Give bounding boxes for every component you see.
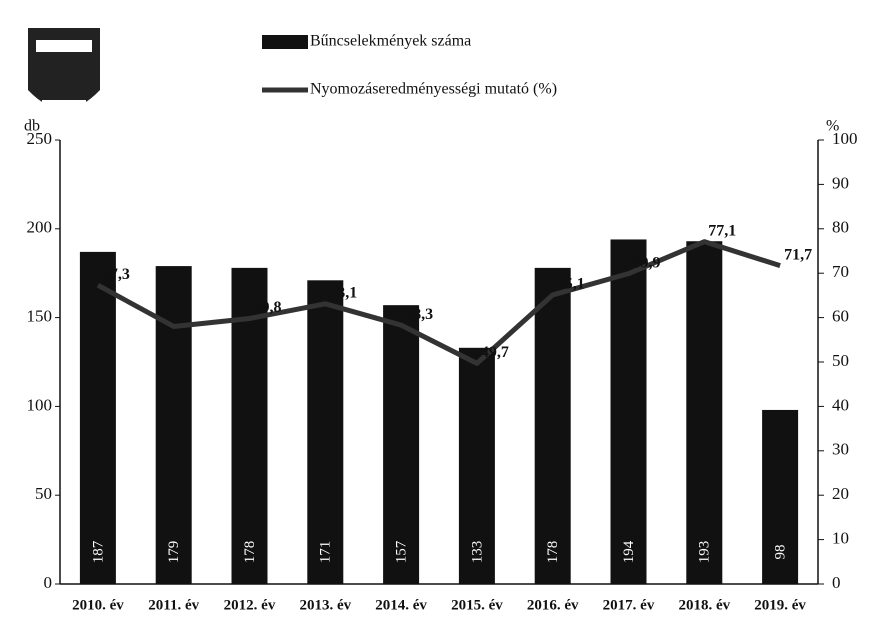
line-value-label: 59,8 xyxy=(254,299,282,316)
bar-value-label: 133 xyxy=(469,541,485,564)
x-tick-label: 2012. év xyxy=(224,597,276,613)
x-tick-label: 2014. év xyxy=(375,597,427,613)
bar xyxy=(155,266,192,584)
y2-tick-label: 40 xyxy=(832,395,849,414)
bar-value-label: 178 xyxy=(242,541,258,564)
line-value-label: 77,1 xyxy=(708,222,736,239)
bar-value-label: 178 xyxy=(545,541,561,564)
bar xyxy=(79,251,116,584)
y-tick-label: 150 xyxy=(27,307,53,326)
bar-value-label: 193 xyxy=(697,541,713,564)
bar-value-label: 194 xyxy=(621,540,637,563)
y-tick-label: 200 xyxy=(27,218,53,237)
line xyxy=(96,239,781,366)
line-value-label: 58,3 xyxy=(405,306,433,323)
line-value-label: 71,7 xyxy=(784,246,812,263)
bar xyxy=(610,239,647,584)
bar xyxy=(307,280,344,584)
y2-tick-label: 90 xyxy=(832,173,849,192)
legend-swatch-bar xyxy=(262,35,308,49)
line-value-label: 69,9 xyxy=(633,254,661,271)
y-tick-label: 100 xyxy=(27,395,53,414)
x-tick-label: 2019. év xyxy=(754,597,806,613)
y2-tick-label: 30 xyxy=(832,440,849,459)
y-tick-label: 0 xyxy=(44,573,53,592)
line-value-label: 49,7 xyxy=(481,344,509,361)
bar-value-label: 98 xyxy=(773,545,789,560)
y2-tick-label: 0 xyxy=(832,573,841,592)
line-value-label: 67,3 xyxy=(102,266,130,283)
bar xyxy=(458,347,495,584)
y2-tick-label: 70 xyxy=(832,262,849,281)
y2-tick-label: 60 xyxy=(832,307,849,326)
bar xyxy=(383,305,420,584)
y-tick-label: 50 xyxy=(35,484,52,503)
bar xyxy=(686,241,723,584)
x-tick-label: 2016. év xyxy=(527,597,579,613)
x-tick-label: 2010. év xyxy=(72,597,124,613)
bar-value-label: 187 xyxy=(90,540,106,563)
x-tick-label: 2011. év xyxy=(148,597,199,613)
y2-tick-label: 80 xyxy=(832,218,849,237)
x-tick-label: 2013. év xyxy=(299,597,351,613)
y-tick-label: 250 xyxy=(27,129,53,148)
bar xyxy=(534,267,571,584)
line-value-label: 63,1 xyxy=(329,285,357,302)
x-tick-label: 2015. év xyxy=(451,597,503,613)
y2-tick-label: 100 xyxy=(832,129,858,148)
legend-label: Nyomozáseredményességi mutató (%) xyxy=(310,81,557,98)
bar-value-label: 171 xyxy=(318,541,334,564)
y-axis-label: db xyxy=(24,118,40,135)
bar-value-label: 179 xyxy=(166,541,182,564)
x-tick-label: 2018. év xyxy=(678,597,730,613)
y2-tick-label: 50 xyxy=(832,351,849,370)
y2-tick-label: 20 xyxy=(832,484,849,503)
x-tick-label: 2017. év xyxy=(603,597,655,613)
logo xyxy=(28,28,100,110)
bar-value-label: 157 xyxy=(394,540,410,563)
legend-label: Bűncselekmények száma xyxy=(310,33,471,50)
y2-axis-label: % xyxy=(826,118,839,135)
bar xyxy=(762,409,799,584)
line-value-label: 65,1 xyxy=(557,276,585,293)
y2-tick-label: 10 xyxy=(832,529,849,548)
